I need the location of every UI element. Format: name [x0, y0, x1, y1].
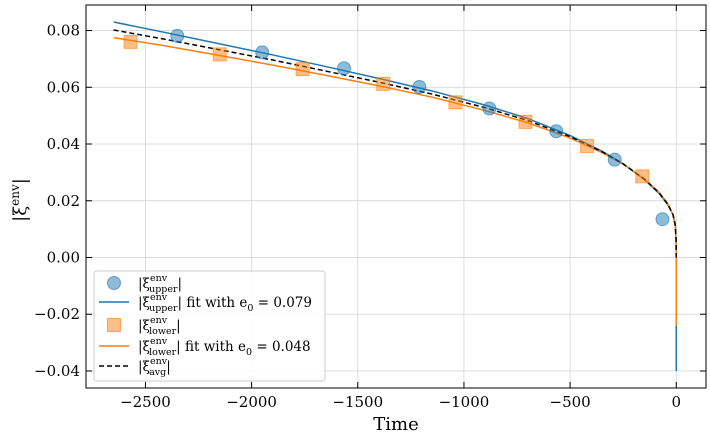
data-point [336, 61, 351, 76]
data-point [482, 101, 497, 116]
legend-handle-marker [107, 276, 121, 290]
legend-label: |ξenv upper| fit with e0 = 0.079 [138, 292, 312, 314]
x-tick-label: 0 [672, 393, 682, 411]
y-axis-label: |ξenv| [8, 178, 31, 222]
x-tick-label: −1500 [332, 393, 383, 411]
legend-handle-marker [107, 318, 121, 332]
data-point [635, 169, 650, 184]
y-tick-label: 0.04 [47, 135, 80, 153]
x-tick-label: −2000 [226, 393, 277, 411]
legend-box [93, 270, 326, 382]
svg-text:|ξenv|: |ξenv| [8, 178, 31, 222]
data-point [123, 34, 138, 49]
legend-entry: |ξenv avg| [99, 356, 171, 378]
legend-label: |ξenv avg| [138, 356, 171, 378]
legend-label: |ξenv lower| fit with e0 = 0.048 [138, 336, 311, 358]
x-tick-label: −2500 [120, 393, 171, 411]
data-point [376, 76, 391, 91]
legend: |ξenv upper||ξenv upper| fit with e0 = 0.0… [93, 270, 326, 382]
y-tick-label: 0.06 [47, 78, 80, 96]
legend-entry: |ξenv lower| fit with e0 = 0.048 [99, 336, 311, 358]
data-point [448, 95, 463, 110]
legend-label: |ξenv upper| [138, 273, 182, 295]
y-tick-label: −0.02 [34, 305, 80, 323]
series-line [113, 29, 678, 258]
data-point [607, 152, 622, 167]
x-axis-label: Time [373, 414, 418, 435]
x-tick-label: −500 [550, 393, 591, 411]
data-point [295, 62, 310, 77]
grid [86, 5, 706, 388]
legend-entry: |ξenv lower| [107, 315, 181, 337]
data-point [170, 28, 185, 43]
data-point [412, 79, 427, 94]
plot-frame [85, 4, 707, 389]
legend-label: |ξenv lower| [138, 315, 181, 337]
plot-area [113, 21, 678, 371]
axis-ticks: −2500 −2000 −1500 −1000 −500 0 −0.04 −0.02 0.00 0… [34, 5, 706, 411]
data-point [255, 45, 270, 60]
data-point [549, 124, 564, 139]
data-point [212, 47, 227, 62]
legend-entry: |ξenv upper| fit with e0 = 0.079 [99, 292, 312, 314]
y-tick-label: 0.08 [47, 22, 80, 40]
y-tick-label: −0.04 [34, 362, 80, 380]
y-tick-label: 0.02 [47, 192, 80, 210]
data-point [518, 114, 533, 129]
y-tick-label: 0.00 [47, 248, 80, 266]
legend-entry: |ξenv upper| [107, 273, 182, 295]
data-point [580, 139, 595, 154]
x-tick-label: −1000 [439, 393, 490, 411]
data-point [655, 212, 670, 227]
